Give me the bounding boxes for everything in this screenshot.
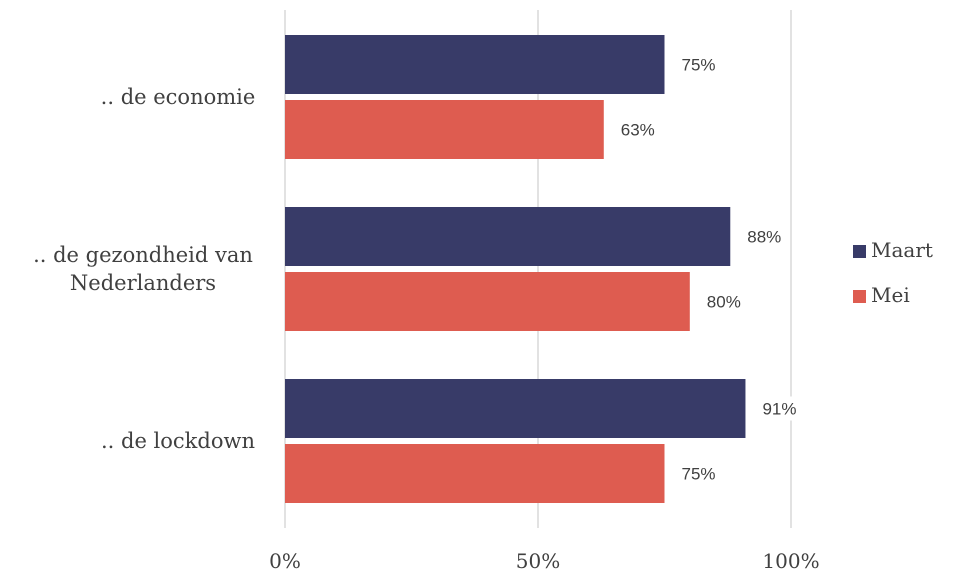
legend-label-mei: Mei [871,283,910,307]
x-tick-labels: 0% 50% 100% [269,549,819,572]
bar-maart [285,35,665,94]
legend-swatch-mei [853,290,866,303]
value-label: 75% [682,56,716,75]
category-label: .. de economie [101,85,256,109]
value-label-bg [617,117,660,142]
value-labels: 75% 63% 88% 80% 91% 75% [617,52,802,486]
value-label-bg [744,224,787,249]
value-label: 75% [682,465,716,484]
legend-label-maart: Maart [871,238,933,262]
value-label: 88% [747,228,781,247]
bar-mei [285,272,690,331]
value-label: 63% [621,121,655,140]
value-label: 91% [762,400,796,419]
legend-swatch-maart [853,245,866,258]
bar-maart [285,207,731,266]
x-tick-label: 0% [269,549,301,572]
category-labels: .. de economie .. de gezondheid van Nederl… [33,85,255,453]
bar-maart [285,379,746,438]
value-label-bg [678,52,721,77]
bar-mei [285,444,665,503]
bar-mei [285,100,604,159]
x-tick-label: 100% [762,549,819,572]
category-label: .. de lockdown [101,429,255,453]
value-label-bg [759,396,802,421]
value-label-bg [678,461,721,486]
gridlines [284,10,792,528]
bars [285,35,746,503]
legend: Maart Mei [853,238,933,307]
x-tick-label: 50% [516,549,560,572]
value-label: 80% [707,293,741,312]
category-label: .. de gezondheid van Nederlanders [33,243,253,295]
value-label-bg [703,289,746,314]
